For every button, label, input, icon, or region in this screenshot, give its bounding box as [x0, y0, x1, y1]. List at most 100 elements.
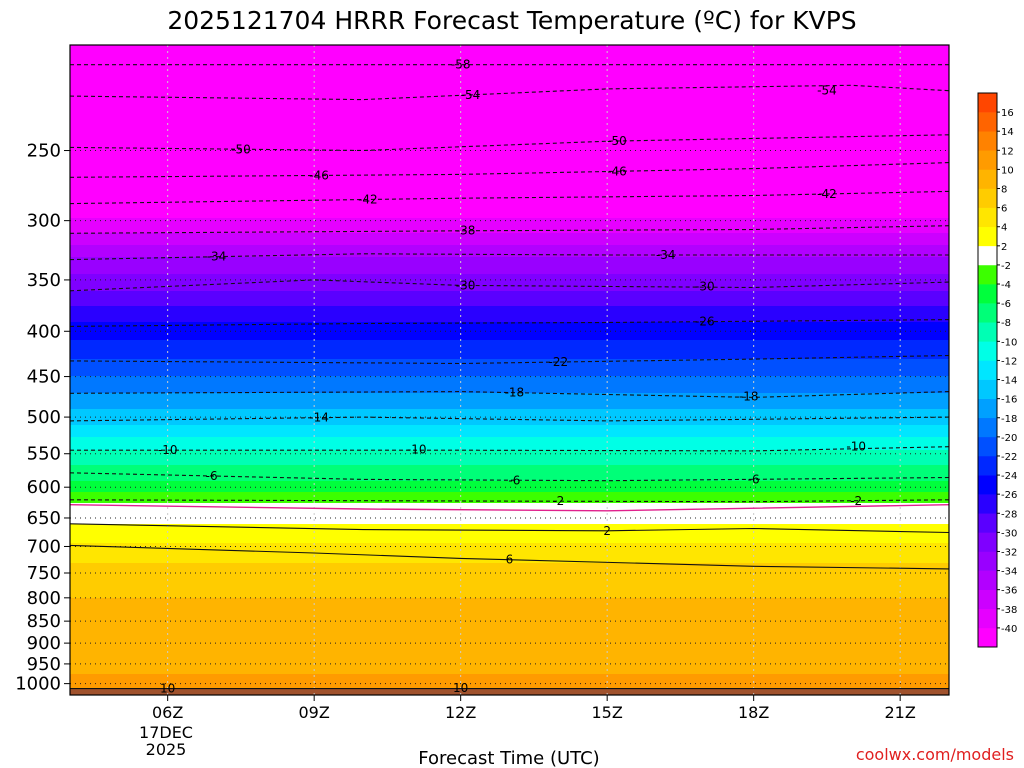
y-tick-label: 450: [27, 367, 61, 388]
colorbar-swatch: [978, 532, 997, 552]
y-tick-label: 650: [27, 508, 61, 529]
colorbar-swatch: [978, 570, 997, 590]
temp-band: [70, 450, 949, 466]
contour-line: [70, 416, 949, 422]
colorbar-label: -4: [1001, 280, 1011, 291]
colorbar-label: -28: [1001, 509, 1017, 520]
colorbar-label: -14: [1001, 376, 1017, 387]
chart-title: 2025121704 HRRR Forecast Temperature (ºC…: [167, 6, 856, 35]
contour-line: [70, 279, 949, 292]
colorbar-swatch: [978, 303, 997, 323]
colorbar-label: -6: [1001, 299, 1011, 310]
colorbar-label: -38: [1001, 605, 1017, 616]
colorbar-swatch: [978, 169, 997, 189]
colorbar: -40-38-36-34-32-30-28-26-24-22-20-18-16-…: [977, 92, 1017, 648]
colorbar-swatch: [978, 322, 997, 342]
plot-area: -58 -54 -54 -50 -50 -46 -46 -42 -42 -38 -34 -34 -30 -…: [70, 45, 949, 695]
colorbar-label: -32: [1001, 547, 1017, 558]
colorbar-label: -16: [1001, 395, 1017, 406]
colorbar-label: -26: [1001, 490, 1017, 501]
colorbar-swatch: [978, 112, 997, 132]
colorbar-swatch: [978, 608, 997, 629]
temp-band: [70, 409, 949, 426]
temp-band: [70, 425, 949, 438]
contour-label: -30: [695, 279, 715, 293]
y-tick-label: 350: [27, 270, 61, 291]
colorbar-label: 12: [1001, 146, 1014, 157]
colorbar-label: 14: [1001, 127, 1014, 138]
contour-label: -14: [309, 411, 329, 425]
contour-line: [70, 319, 949, 327]
colorbar-swatch: [978, 150, 997, 170]
temp-band: [70, 340, 949, 360]
colorbar-label: -8: [1001, 318, 1011, 329]
colorbar-swatch: [978, 341, 997, 361]
colorbar-swatch: [978, 379, 997, 399]
contour-label: -2: [552, 494, 564, 508]
contour-line: [70, 472, 949, 482]
contour-label: -46: [309, 168, 329, 182]
contour-label: -34: [656, 248, 676, 262]
freezing-line: [70, 504, 949, 512]
contour-line: [70, 544, 949, 570]
temp-band: [70, 233, 949, 246]
x-tick-label: 06Z: [152, 703, 183, 722]
contour-label: -6: [206, 469, 218, 483]
y-tick-label: 550: [27, 444, 61, 465]
temp-band: [70, 322, 949, 341]
contour-label: 10: [453, 681, 468, 695]
contour-label: -42: [358, 193, 378, 207]
colorbar-swatch: [978, 455, 997, 476]
y-tick-label: 800: [27, 588, 61, 609]
colorbar-swatch: [978, 551, 997, 571]
y-tick-label: 950: [27, 654, 61, 675]
contour-line: [70, 523, 949, 534]
temp-band: [70, 291, 949, 307]
colorbar-label: 6: [1001, 204, 1007, 215]
contour-label: -6: [508, 474, 520, 488]
temp-band: [70, 245, 949, 258]
contour-label: -10: [158, 443, 178, 457]
contour-label: -58: [451, 58, 471, 72]
contour-label: -30: [456, 278, 476, 292]
x-tick-label: 15Z: [592, 703, 623, 722]
colorbar-swatch: [978, 417, 997, 438]
colorbar-swatch: [978, 398, 997, 419]
temp-band: [70, 376, 949, 394]
contour-label: -38: [456, 224, 476, 238]
temp-band: [70, 274, 949, 292]
contour-line: [70, 253, 949, 261]
contour-label: -10: [846, 440, 866, 454]
y-tick-label: 900: [27, 633, 61, 654]
contour-line: [70, 134, 949, 152]
contour-label: -54: [461, 88, 481, 102]
colorbar-swatch: [978, 245, 997, 266]
contour-label: -26: [695, 315, 715, 329]
temp-band: [70, 437, 949, 451]
x-tick-label: 21Z: [885, 703, 916, 722]
temp-band: [70, 598, 949, 675]
y-tick-label: 300: [27, 211, 61, 232]
colorbar-label: 8: [1001, 185, 1007, 196]
colorbar-label: 4: [1001, 223, 1007, 234]
credit-text[interactable]: coolwx.com/models: [856, 745, 1014, 764]
contour-label: -18: [505, 386, 525, 400]
contour-label: -42: [817, 187, 837, 201]
colorbar-label: -18: [1001, 414, 1017, 425]
colorbar-swatch: [978, 226, 997, 247]
colorbar-label: 10: [1001, 165, 1014, 176]
colorbar-swatch: [978, 188, 997, 208]
contour-label: 2: [603, 524, 611, 538]
x-tick-label: 18Z: [738, 703, 769, 722]
contour-label: -46: [607, 164, 627, 178]
contour-label: -54: [817, 84, 837, 98]
y-tick-label: 600: [27, 477, 61, 498]
temp-band: [70, 359, 949, 377]
y-tick-label: 250: [27, 141, 61, 162]
contour-label: -2: [850, 494, 862, 508]
colorbar-label: -24: [1001, 471, 1017, 482]
contour-line: [70, 84, 949, 101]
colorbar-label: -22: [1001, 452, 1017, 463]
colorbar-swatch: [978, 589, 997, 610]
